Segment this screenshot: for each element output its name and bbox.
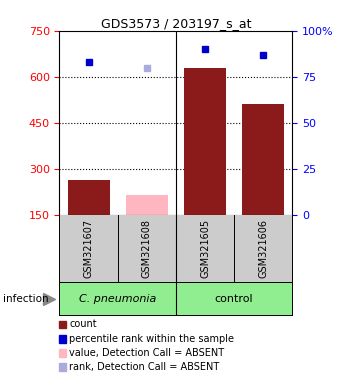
Text: infection: infection	[3, 293, 49, 304]
Text: GSM321605: GSM321605	[200, 219, 210, 278]
Bar	[59, 282, 176, 315]
Bar	[242, 104, 284, 215]
Bar	[68, 180, 109, 215]
Text: control: control	[215, 293, 254, 304]
Bar	[176, 282, 292, 315]
Bar	[126, 195, 168, 215]
Text: GSM321608: GSM321608	[142, 219, 152, 278]
Title: GDS3573 / 203197_s_at: GDS3573 / 203197_s_at	[101, 17, 251, 30]
Bar	[184, 68, 226, 215]
Text: percentile rank within the sample: percentile rank within the sample	[69, 334, 234, 344]
Text: C. pneumonia: C. pneumonia	[79, 293, 156, 304]
Text: count: count	[69, 319, 97, 329]
Text: rank, Detection Call = ABSENT: rank, Detection Call = ABSENT	[69, 362, 219, 372]
Text: GSM321607: GSM321607	[84, 219, 94, 278]
Text: GSM321606: GSM321606	[258, 219, 268, 278]
Text: value, Detection Call = ABSENT: value, Detection Call = ABSENT	[69, 348, 224, 358]
